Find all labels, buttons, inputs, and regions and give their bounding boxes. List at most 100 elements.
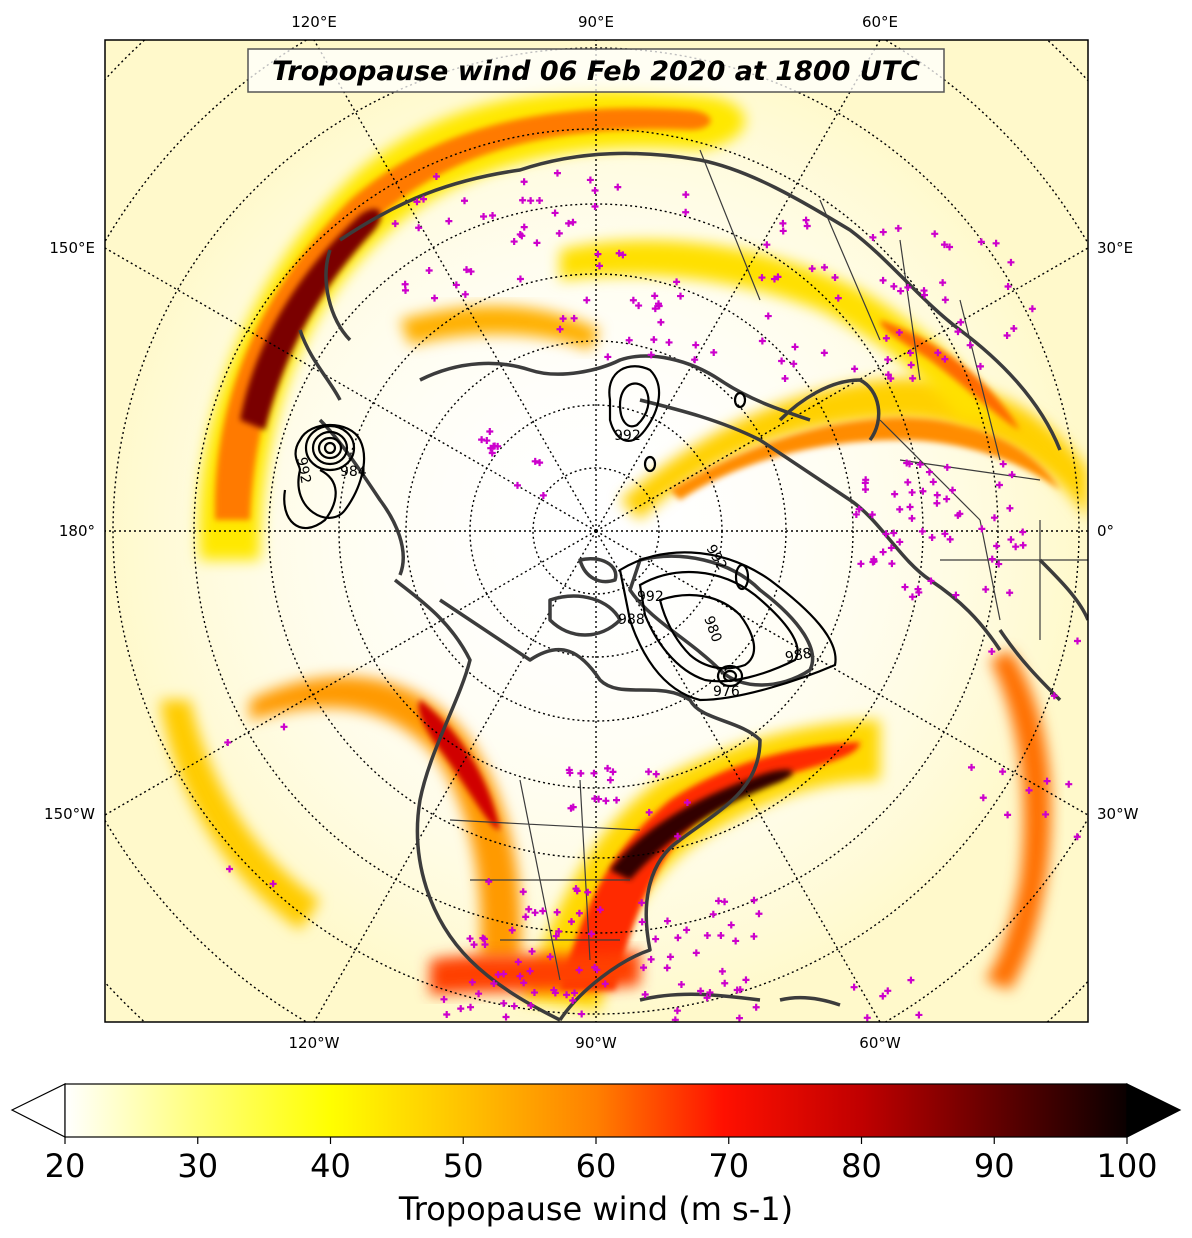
station-plus-marker-icon <box>590 769 598 777</box>
station-plus-marker-icon <box>735 1014 743 1022</box>
lon-label: 60°W <box>859 1034 901 1052</box>
station-plus-marker-icon <box>654 300 662 308</box>
station-plus-marker-icon <box>641 990 649 998</box>
station-plus-marker-icon <box>269 880 277 888</box>
lon-labels-left: 150°E 180° 150°W <box>44 239 95 823</box>
station-plus-marker-icon <box>226 865 234 873</box>
station-plus-marker-icon <box>957 318 965 326</box>
station-plus-marker-icon <box>577 769 585 777</box>
station-plus-marker-icon <box>940 241 948 249</box>
station-plus-marker-icon <box>539 491 547 499</box>
contour-label: 984 <box>340 464 367 480</box>
jet-eurasia-orange <box>670 417 1060 500</box>
station-plus-marker-icon <box>925 468 933 476</box>
station-plus-marker-icon <box>896 538 904 546</box>
station-plus-marker-icon <box>879 992 887 1000</box>
station-plus-marker-icon <box>831 274 839 282</box>
station-plus-marker-icon <box>601 980 609 988</box>
station-plus-marker-icon <box>916 460 924 468</box>
station-plus-marker-icon <box>674 934 682 942</box>
lon-label: 120°E <box>291 13 337 31</box>
station-plus-marker-icon <box>583 296 591 304</box>
station-plus-marker-icon <box>635 302 643 310</box>
station-plus-marker-icon <box>575 966 583 974</box>
station-plus-marker-icon <box>988 555 996 563</box>
lon-label: 30°E <box>1097 239 1133 257</box>
station-plus-marker-icon <box>927 577 935 585</box>
station-plus-marker-icon <box>968 763 976 771</box>
station-plus-marker-icon <box>533 239 541 247</box>
station-plus-marker-icon <box>1073 833 1081 841</box>
station-plus-marker-icon <box>717 932 725 939</box>
station-plus-marker-icon <box>808 265 816 273</box>
colorbar-tick-label: 30 <box>177 1147 218 1185</box>
station-plus-marker-icon <box>488 449 496 457</box>
station-plus-marker-icon <box>718 967 726 975</box>
station-plus-marker-icon <box>1010 324 1018 332</box>
station-plus-marker-icon <box>519 888 527 896</box>
station-plus-marker-icon <box>516 275 524 283</box>
station-plus-marker-icon <box>586 176 594 184</box>
station-plus-marker-icon <box>443 1011 451 1018</box>
lon-labels-top: 120°E 90°E 60°E <box>291 13 898 31</box>
station-plus-marker-icon <box>802 216 810 224</box>
station-plus-marker-icon <box>647 351 655 359</box>
meridians <box>105 40 1088 1022</box>
station-plus-marker-icon <box>715 897 723 905</box>
station-plus-marker-icon <box>665 338 673 346</box>
station-plus-marker-icon <box>531 909 539 917</box>
station-plus-marker-icon <box>527 1001 535 1009</box>
map-title: Tropopause wind 06 Feb 2020 at 1800 UTC <box>272 56 920 87</box>
jet-arctic-small <box>400 306 600 350</box>
station-plus-marker-icon <box>904 283 912 291</box>
lon-labels-right: 30°E 0° 30°W <box>1097 239 1139 823</box>
station-plus-marker-icon <box>490 442 498 450</box>
station-plus-marker-icon <box>683 798 691 806</box>
lon-label: 30°W <box>1097 805 1139 823</box>
station-plus-marker-icon <box>425 266 433 274</box>
station-plus-marker-icon <box>770 275 778 283</box>
station-plus-marker-icon <box>522 913 530 921</box>
station-plus-marker-icon <box>857 560 865 568</box>
colorbar-extend-max-icon <box>1126 1083 1182 1138</box>
station-plus-marker-icon <box>862 476 870 484</box>
station-plus-marker-icon <box>1050 692 1058 700</box>
station-plus-marker-icon <box>982 585 990 593</box>
station-plus-marker-icon <box>919 487 927 495</box>
coast-kamchatka <box>298 249 352 401</box>
station-plus-marker-icon <box>555 928 563 936</box>
station-plus-marker-icon <box>904 478 912 486</box>
station-plus-marker-icon <box>520 979 528 987</box>
station-plus-marker-icon <box>920 291 928 299</box>
station-plus-marker-icon <box>683 926 691 934</box>
station-plus-marker-icon <box>758 274 766 282</box>
station-plus-marker-icon <box>595 262 603 270</box>
station-plus-marker-icon <box>956 510 964 518</box>
station-plus-marker-icon <box>933 499 941 507</box>
colorbar: 20 30 40 50 60 70 80 90 100 Tropopause wind (m s… <box>10 1083 1182 1228</box>
jet-subtropical <box>430 950 640 995</box>
station-plus-marker-icon <box>475 990 483 998</box>
station-plus-marker-icon <box>988 648 996 656</box>
station-plus-marker-icon <box>663 964 671 972</box>
contour-label: 992 <box>293 456 313 485</box>
station-plus-marker-icon <box>736 986 744 994</box>
contour-label: 988 <box>618 612 645 628</box>
station-plus-marker-icon <box>896 505 904 513</box>
station-plus-marker-icon <box>1028 305 1036 313</box>
station-plus-marker-icon <box>946 535 954 543</box>
station-plus-marker-icon <box>460 197 468 205</box>
station-plus-marker-icon <box>479 934 487 942</box>
station-plus-marker-icon <box>779 219 787 227</box>
station-plus-marker-icon <box>742 976 750 984</box>
station-plus-marker-icon <box>525 905 533 913</box>
station-plus-marker-icon <box>946 243 954 251</box>
station-plus-marker-icon <box>527 197 535 205</box>
station-plus-marker-icon <box>468 978 476 986</box>
station-plus-marker-icon <box>891 490 899 498</box>
colorbar-tick-label: 70 <box>708 1147 749 1185</box>
station-plus-marker-icon <box>485 878 493 886</box>
station-plus-marker-icon <box>575 909 583 917</box>
station-plus-marker-icon <box>929 478 937 486</box>
station-plus-marker-icon <box>573 887 581 895</box>
